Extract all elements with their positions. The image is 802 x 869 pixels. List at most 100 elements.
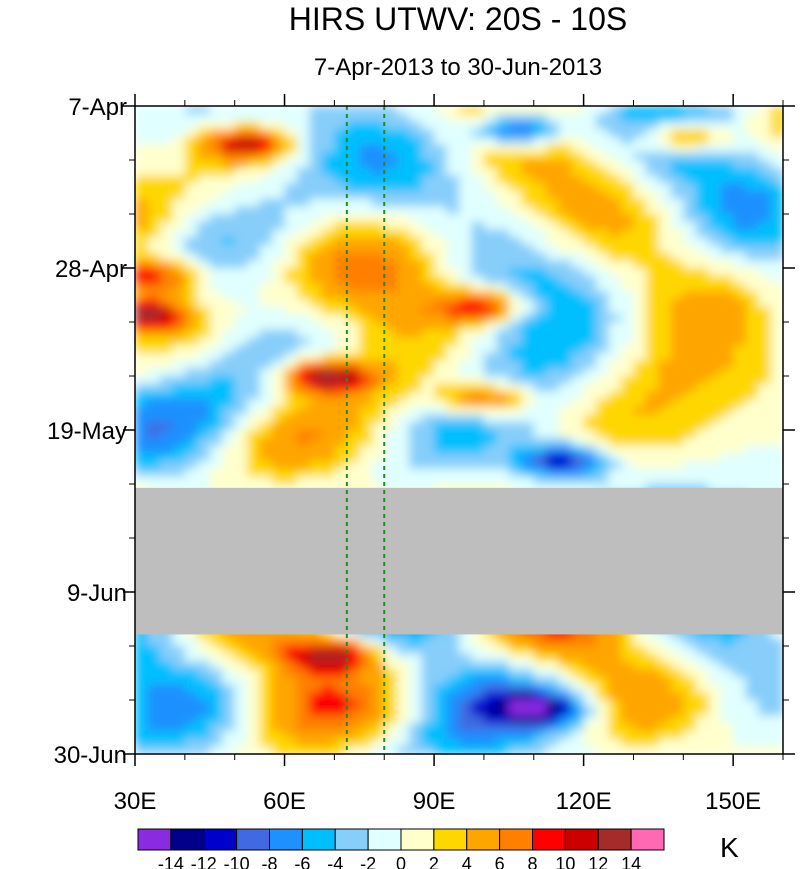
anomaly-cell bbox=[645, 630, 659, 639]
anomaly-cell bbox=[483, 738, 497, 747]
anomaly-cell bbox=[758, 661, 772, 670]
anomaly-cell bbox=[521, 646, 535, 655]
anomaly-cell bbox=[633, 229, 647, 238]
anomaly-cell bbox=[459, 121, 473, 130]
anomaly-cell bbox=[272, 183, 286, 192]
anomaly-cell bbox=[446, 160, 460, 169]
anomaly-cell bbox=[720, 198, 734, 207]
anomaly-cell bbox=[608, 399, 622, 408]
anomaly-cell bbox=[396, 715, 410, 724]
anomaly-cell bbox=[359, 414, 373, 423]
anomaly-cell bbox=[459, 406, 473, 416]
anomaly-cell bbox=[695, 190, 709, 200]
anomaly-cell bbox=[135, 121, 149, 130]
anomaly-cell bbox=[508, 653, 522, 663]
anomaly-cell bbox=[446, 368, 460, 377]
anomaly-cell bbox=[596, 283, 610, 292]
anomaly-cell bbox=[284, 430, 298, 439]
anomaly-cell bbox=[621, 345, 635, 354]
anomaly-cell bbox=[434, 352, 448, 362]
anomaly-cell bbox=[334, 252, 348, 261]
anomaly-cell bbox=[396, 129, 410, 138]
anomaly-cell bbox=[396, 221, 410, 231]
anomaly-cell bbox=[309, 144, 323, 153]
anomaly-cell bbox=[159, 684, 173, 693]
anomaly-cell bbox=[272, 298, 286, 308]
anomaly-cell bbox=[309, 661, 323, 670]
anomaly-cell bbox=[197, 368, 211, 377]
anomaly-cell bbox=[483, 715, 497, 724]
anomaly-cell bbox=[496, 160, 510, 169]
anomaly-cell bbox=[558, 738, 572, 747]
anomaly-cell bbox=[633, 298, 647, 308]
anomaly-cell bbox=[297, 298, 311, 308]
anomaly-cell bbox=[272, 715, 286, 724]
anomaly-cell bbox=[135, 476, 149, 485]
anomaly-cell bbox=[621, 221, 635, 231]
anomaly-cell bbox=[209, 283, 223, 292]
anomaly-cell bbox=[621, 298, 635, 308]
anomaly-cell bbox=[371, 268, 385, 277]
anomaly-cell bbox=[621, 198, 635, 207]
anomaly-cell bbox=[359, 406, 373, 416]
anomaly-cell bbox=[272, 144, 286, 153]
anomaly-cell bbox=[159, 453, 173, 462]
anomaly-cell bbox=[596, 360, 610, 369]
anomaly-cell bbox=[159, 391, 173, 400]
anomaly-cell bbox=[496, 460, 510, 470]
anomaly-cell bbox=[147, 214, 161, 223]
anomaly-cell bbox=[359, 306, 373, 315]
anomaly-cell bbox=[234, 638, 248, 647]
anomaly-cell bbox=[496, 175, 510, 184]
anomaly-cell bbox=[670, 414, 684, 423]
anomaly-cell bbox=[596, 723, 610, 732]
anomaly-cell bbox=[770, 422, 783, 431]
anomaly-cell bbox=[521, 229, 535, 238]
colorbar-box bbox=[499, 828, 533, 851]
anomaly-cell bbox=[508, 322, 522, 331]
anomaly-cell bbox=[309, 129, 323, 138]
anomaly-cell bbox=[521, 275, 535, 285]
anomaly-cell bbox=[745, 221, 759, 231]
anomaly-cell bbox=[770, 391, 783, 400]
anomaly-cell bbox=[483, 391, 497, 400]
anomaly-cell bbox=[321, 684, 335, 693]
anomaly-cell bbox=[558, 252, 572, 261]
anomaly-cell bbox=[645, 715, 659, 724]
anomaly-cell bbox=[259, 275, 273, 285]
anomaly-cell bbox=[135, 129, 149, 138]
anomaly-cell bbox=[496, 136, 510, 146]
anomaly-cell bbox=[147, 152, 161, 161]
anomaly-cell bbox=[695, 376, 709, 385]
anomaly-cell bbox=[184, 214, 198, 223]
anomaly-cell bbox=[222, 468, 236, 477]
anomaly-cell bbox=[483, 430, 497, 439]
anomaly-cell bbox=[359, 707, 373, 717]
anomaly-cell bbox=[321, 738, 335, 747]
anomaly-cell bbox=[770, 730, 783, 740]
anomaly-cell bbox=[670, 183, 684, 192]
anomaly-cell bbox=[483, 399, 497, 408]
anomaly-cell bbox=[184, 399, 198, 408]
anomaly-cell bbox=[135, 399, 149, 408]
anomaly-cell bbox=[259, 329, 273, 339]
anomaly-cell bbox=[683, 430, 697, 439]
anomaly-cell bbox=[147, 190, 161, 200]
anomaly-cell bbox=[770, 414, 783, 423]
anomaly-cell bbox=[496, 106, 510, 115]
colorbar-label: 4 bbox=[462, 854, 472, 869]
anomaly-cell bbox=[396, 113, 410, 123]
anomaly-cell bbox=[483, 291, 497, 300]
anomaly-cell bbox=[197, 260, 211, 269]
anomaly-cell bbox=[209, 275, 223, 285]
anomaly-cell bbox=[396, 283, 410, 292]
anomaly-cell bbox=[533, 329, 547, 339]
anomaly-cell bbox=[396, 352, 410, 362]
anomaly-cell bbox=[234, 414, 248, 423]
anomaly-cell bbox=[583, 314, 597, 323]
anomaly-cell bbox=[658, 692, 672, 701]
anomaly-cell bbox=[621, 329, 635, 339]
anomaly-cell bbox=[483, 160, 497, 169]
anomaly-cell bbox=[608, 283, 622, 292]
anomaly-cell bbox=[508, 661, 522, 670]
